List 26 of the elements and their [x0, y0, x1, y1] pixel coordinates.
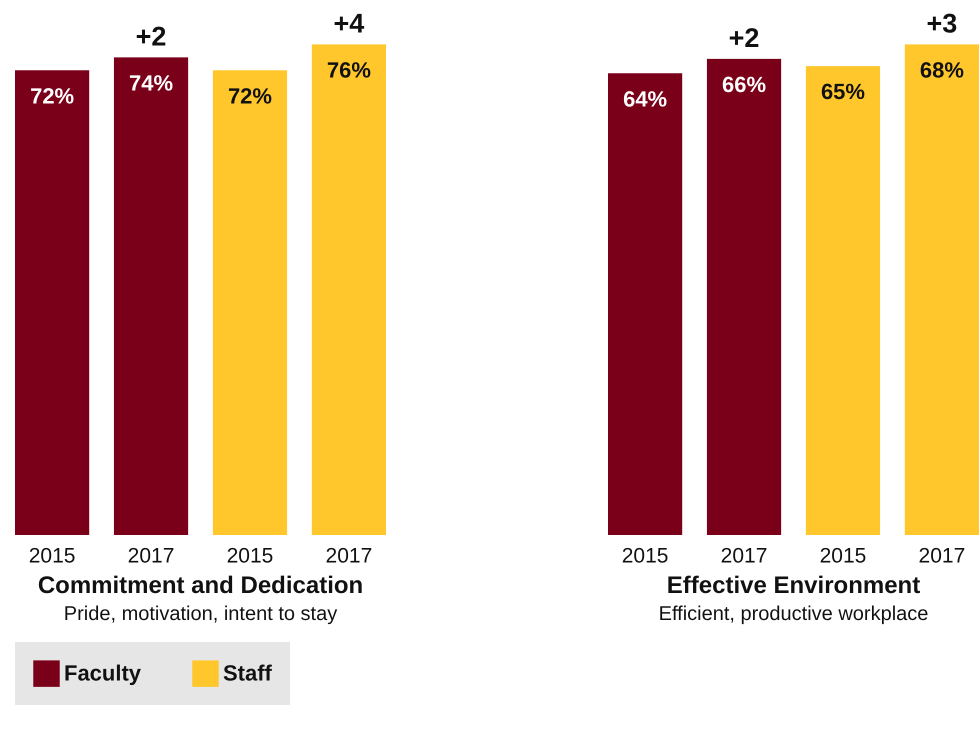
x-tick-label: 2017 [326, 544, 372, 568]
data-label: 66% [722, 72, 766, 97]
x-tick-label: 2015 [28, 544, 76, 568]
data-label: 72% [30, 83, 74, 108]
x-tick-label: 2017 [918, 544, 966, 568]
data-label: 64% [623, 86, 668, 112]
data-label: 74% [129, 70, 174, 96]
legend-label: Faculty [64, 660, 142, 686]
text: Pride, motivation, intent to stay [64, 603, 338, 625]
data-label: 72% [228, 83, 272, 108]
x-tick-label: 2015 [622, 544, 668, 568]
text: Commitment and Dedication [38, 572, 364, 599]
x-tick-label: 2017 [128, 544, 174, 568]
annotation: +2 [136, 21, 166, 52]
text: +4 [334, 8, 364, 38]
annotation: +2 [728, 22, 760, 53]
data-label: 68% [920, 57, 964, 82]
data-label: 76% [326, 57, 371, 82]
data-label: 65% [820, 79, 865, 104]
x-tick-label: 2015 [820, 544, 866, 568]
x-tick-label: 2015 [226, 544, 274, 568]
text: Efficient, productive workplace [658, 603, 928, 625]
legend-label: Staff [223, 660, 273, 686]
text: Effective Environment [666, 572, 920, 599]
x-tick-label: 2017 [720, 544, 768, 568]
text: +3 [926, 8, 958, 38]
